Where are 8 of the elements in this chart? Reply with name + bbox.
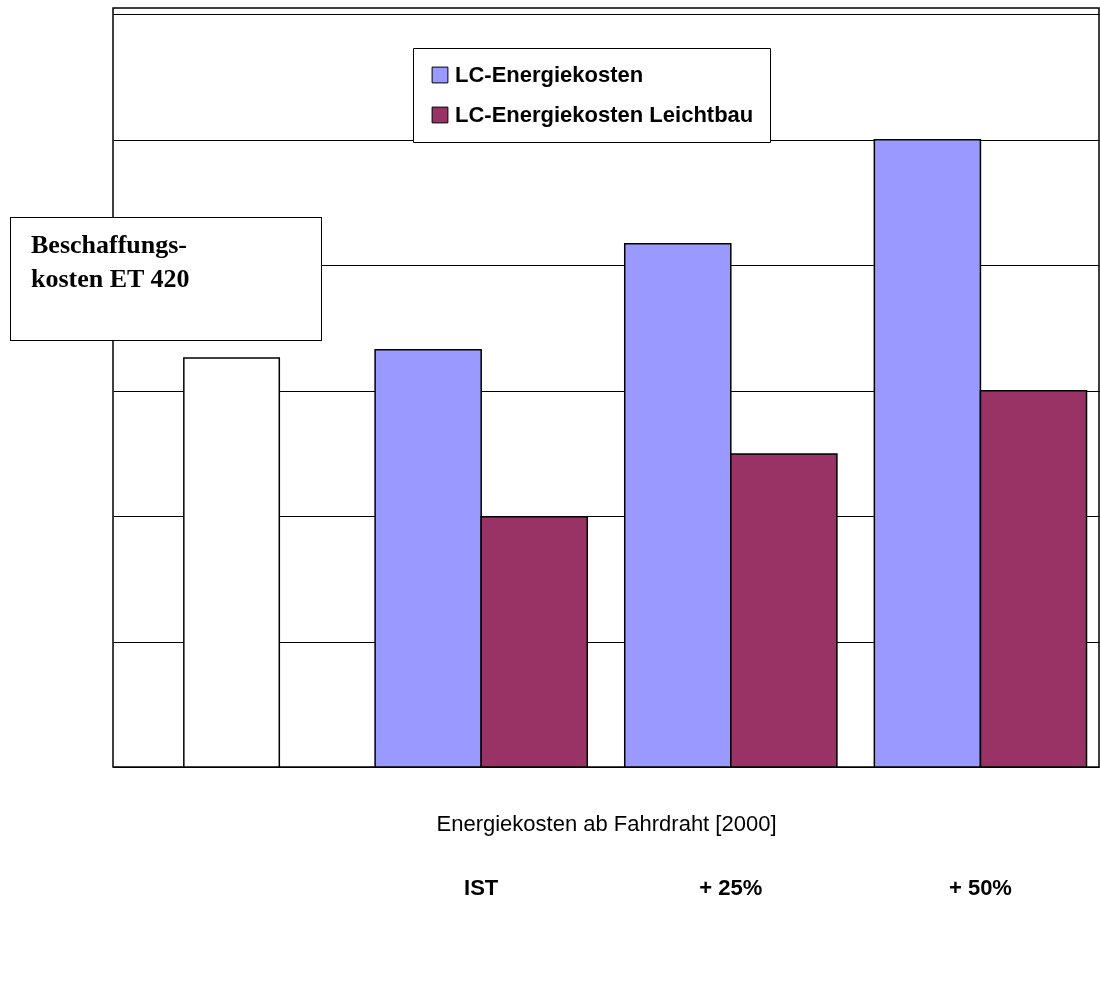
x-tick-label: IST: [464, 874, 499, 900]
x-axis-title: Energiekosten ab Fahrdraht [2000]: [436, 810, 777, 836]
legend-label: LC-Energiekosten Leichtbau: [455, 102, 754, 127]
legend-label: LC-Energiekosten: [455, 62, 644, 87]
x-tick-label: + 25%: [699, 874, 763, 900]
label-box: Beschaffungs- kosten ET 420: [10, 217, 322, 341]
annotation: Beschaffungs- kosten ET 420: [31, 229, 191, 295]
x-tick-label: + 50%: [948, 874, 1012, 900]
